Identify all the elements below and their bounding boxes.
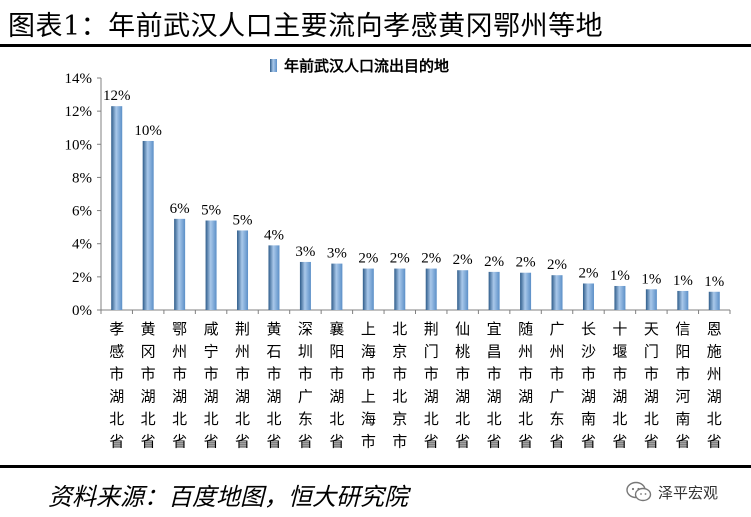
category-label: 随州市湖北省 xyxy=(518,321,533,451)
data-label: 2% xyxy=(358,251,378,267)
watermark: 泽平宏观 xyxy=(626,477,718,507)
source-note: 资料来源：百度地图，恒大研究院 xyxy=(48,483,408,511)
bar xyxy=(582,283,594,310)
bar xyxy=(708,291,720,310)
category-label: 信阳市河南省 xyxy=(675,321,690,451)
data-label: 2% xyxy=(390,251,410,267)
bar xyxy=(488,271,500,310)
data-label: 5% xyxy=(233,212,253,228)
category-label: 荆州市湖北省 xyxy=(235,321,250,451)
category-label: 黄冈市湖北省 xyxy=(141,321,156,451)
data-label: 1% xyxy=(673,273,693,289)
bar-chart: 0% 2% 4% 6% 8% 10% 12% 14% 12% 孝感市湖北省 10% 黄冈市湖北省 6% 鄂… xyxy=(65,57,731,451)
data-label: 2% xyxy=(578,265,598,281)
category-label: 深圳市广东省 xyxy=(298,321,313,451)
data-label: 2% xyxy=(547,257,567,273)
data-label: 10% xyxy=(134,123,162,139)
y-tick-label: 6% xyxy=(72,204,92,220)
bar xyxy=(362,268,374,310)
category-label: 宜昌市湖北省 xyxy=(487,321,502,451)
source-rule xyxy=(0,465,751,468)
title-rule xyxy=(0,44,751,47)
category-label: 仙桃市湖北省 xyxy=(455,321,470,451)
data-label: 1% xyxy=(704,274,724,290)
bar xyxy=(614,285,626,310)
bar xyxy=(425,268,437,310)
bar xyxy=(111,106,123,310)
data-label: 2% xyxy=(421,251,441,267)
chart-title: 图表1：年前武汉人口主要流向孝感黄冈鄂州等地 xyxy=(8,11,604,42)
category-label: 天门市湖北省 xyxy=(644,322,659,451)
category-label: 广州市广东省 xyxy=(550,321,565,451)
bar xyxy=(331,263,343,310)
data-label: 1% xyxy=(610,268,630,284)
bar xyxy=(645,289,657,310)
data-label: 6% xyxy=(170,201,190,217)
category-label: 长沙市湖南省 xyxy=(581,321,596,451)
category-label: 孝感市湖北省 xyxy=(109,321,124,451)
y-tick-label: 8% xyxy=(72,170,92,186)
bar xyxy=(237,230,249,310)
data-label: 5% xyxy=(201,203,221,219)
y-tick-label: 4% xyxy=(72,237,92,253)
wechat-icon xyxy=(626,481,652,502)
data-label: 3% xyxy=(295,244,315,260)
category-label: 咸宁市湖北省 xyxy=(204,321,219,451)
bar xyxy=(457,270,469,310)
data-label: 4% xyxy=(264,227,284,243)
data-label: 2% xyxy=(484,254,504,270)
legend-swatch xyxy=(270,59,277,72)
data-label: 3% xyxy=(327,246,347,262)
category-label: 鄂州市湖北省 xyxy=(172,321,187,451)
y-tick-label: 10% xyxy=(65,137,93,153)
bar xyxy=(394,268,406,310)
data-label: 2% xyxy=(516,255,536,271)
category-label: 襄阳市湖北省 xyxy=(329,321,344,451)
data-label: 12% xyxy=(103,88,131,104)
category-label: 恩施州湖北省 xyxy=(707,322,722,451)
y-tick-label: 0% xyxy=(72,303,92,319)
bar xyxy=(299,261,311,310)
y-tick-label: 14% xyxy=(65,71,93,87)
legend-label: 年前武汉人口流出目的地 xyxy=(284,57,449,75)
bar xyxy=(677,290,689,310)
bar xyxy=(520,272,532,310)
bar xyxy=(551,275,563,310)
category-label: 上海市上海市 xyxy=(361,321,376,451)
category-label: 荆门市湖北省 xyxy=(424,321,439,451)
category-label: 北京市北京市 xyxy=(392,321,407,451)
bar xyxy=(142,140,154,310)
y-tick-label: 2% xyxy=(72,270,92,286)
watermark-text: 泽平宏观 xyxy=(658,483,719,502)
bar xyxy=(268,245,280,310)
y-tick-label: 12% xyxy=(65,104,93,120)
category-label: 十堰市湖北省 xyxy=(612,321,627,451)
bar xyxy=(174,218,186,310)
bar xyxy=(205,220,217,310)
data-label: 1% xyxy=(641,271,661,287)
category-label: 黄石市湖北省 xyxy=(266,321,281,451)
data-label: 2% xyxy=(453,252,473,268)
